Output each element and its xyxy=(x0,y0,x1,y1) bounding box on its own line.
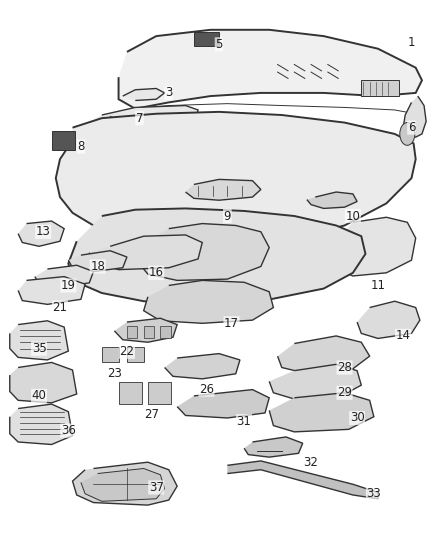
Text: 13: 13 xyxy=(36,225,51,238)
Polygon shape xyxy=(269,365,361,399)
Polygon shape xyxy=(10,362,77,403)
Bar xyxy=(144,326,154,338)
Text: 32: 32 xyxy=(304,456,318,469)
Polygon shape xyxy=(269,393,374,432)
Text: 19: 19 xyxy=(61,279,76,292)
Bar xyxy=(52,132,74,150)
Text: 1: 1 xyxy=(408,36,415,49)
Text: 17: 17 xyxy=(224,317,239,330)
Bar xyxy=(160,326,171,338)
Text: 16: 16 xyxy=(149,266,164,279)
Text: 31: 31 xyxy=(237,415,251,427)
Text: 11: 11 xyxy=(371,279,385,292)
Bar xyxy=(194,31,219,46)
Bar xyxy=(148,382,171,404)
Text: 28: 28 xyxy=(337,361,352,374)
Circle shape xyxy=(400,123,415,146)
Bar xyxy=(119,382,141,404)
Text: 35: 35 xyxy=(32,342,46,355)
Text: 9: 9 xyxy=(224,209,231,222)
Text: 14: 14 xyxy=(396,329,411,342)
Text: 3: 3 xyxy=(165,86,173,100)
Text: 33: 33 xyxy=(367,487,381,500)
Text: 18: 18 xyxy=(90,260,105,273)
Bar xyxy=(127,326,138,338)
Text: 6: 6 xyxy=(408,121,415,134)
Polygon shape xyxy=(244,437,303,457)
Polygon shape xyxy=(68,208,365,304)
Polygon shape xyxy=(123,88,165,101)
Text: 36: 36 xyxy=(61,424,76,437)
Polygon shape xyxy=(10,404,73,445)
Text: 7: 7 xyxy=(136,112,143,125)
Text: 23: 23 xyxy=(107,367,122,381)
Polygon shape xyxy=(35,265,93,287)
Text: 26: 26 xyxy=(199,383,214,396)
Polygon shape xyxy=(18,277,85,304)
Polygon shape xyxy=(177,390,269,418)
Text: 5: 5 xyxy=(215,38,223,51)
Polygon shape xyxy=(81,469,165,502)
Text: 30: 30 xyxy=(350,411,364,424)
Polygon shape xyxy=(165,353,240,379)
Polygon shape xyxy=(278,336,370,373)
Text: 29: 29 xyxy=(337,386,352,399)
Bar xyxy=(102,346,119,362)
Polygon shape xyxy=(227,461,378,499)
Polygon shape xyxy=(403,96,426,137)
Polygon shape xyxy=(332,217,416,276)
Text: 8: 8 xyxy=(77,140,85,153)
Polygon shape xyxy=(307,192,357,208)
Polygon shape xyxy=(89,235,202,270)
Polygon shape xyxy=(68,251,127,271)
Polygon shape xyxy=(18,221,64,246)
Polygon shape xyxy=(85,106,198,137)
Text: 40: 40 xyxy=(32,390,46,402)
Polygon shape xyxy=(10,321,68,360)
Text: 22: 22 xyxy=(120,345,134,358)
Text: 37: 37 xyxy=(149,481,164,494)
Polygon shape xyxy=(119,30,422,109)
Polygon shape xyxy=(144,280,273,324)
Bar xyxy=(361,80,399,96)
Polygon shape xyxy=(114,318,177,342)
Polygon shape xyxy=(186,180,261,200)
Text: 21: 21 xyxy=(53,301,67,314)
Text: 27: 27 xyxy=(145,408,159,421)
Text: 10: 10 xyxy=(346,209,360,222)
Polygon shape xyxy=(73,462,177,505)
Polygon shape xyxy=(357,301,420,338)
Polygon shape xyxy=(56,112,416,245)
Polygon shape xyxy=(135,223,269,280)
Bar xyxy=(127,346,144,362)
